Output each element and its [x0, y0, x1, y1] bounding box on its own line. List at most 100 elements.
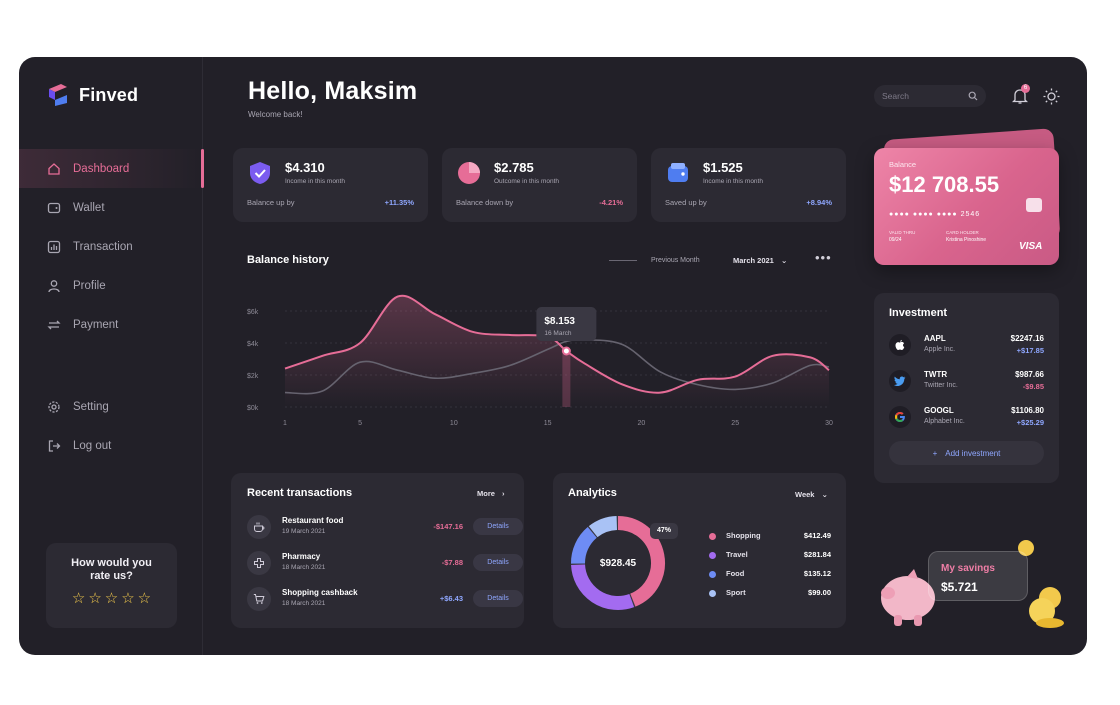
star-icon[interactable]: ☆ — [137, 590, 152, 607]
x-tick-label: 25 — [731, 420, 739, 427]
star-icon[interactable]: ☆ — [88, 590, 102, 607]
card-balance-amount: $12 708.55 — [889, 172, 1000, 197]
notification-button[interactable]: 6 — [1011, 84, 1030, 105]
star-icon[interactable]: ☆ — [104, 590, 119, 607]
details-button[interactable]: Details — [473, 518, 523, 535]
more-button[interactable]: More › — [477, 489, 505, 498]
search-icon[interactable] — [968, 91, 978, 101]
star-icon[interactable]: ☆ — [121, 590, 135, 607]
wallet-icon — [47, 202, 61, 213]
page-subtitle: Welcome back! — [248, 110, 303, 119]
sidebar-item-transaction[interactable]: Transaction — [19, 227, 203, 266]
transaction-row[interactable]: Shopping cashback 18 March 2021 +$6.43 D… — [247, 585, 523, 615]
outcome-stat-card[interactable]: $2.785 Outcome in this month Balance dow… — [442, 148, 637, 222]
more-label: More — [477, 489, 495, 498]
income-stat-card[interactable]: $4.310 Income in this month Balance up b… — [233, 148, 428, 222]
cart-icon — [247, 587, 271, 611]
donut-slice-sport[interactable] — [588, 516, 618, 538]
investment-row[interactable]: TWTR Twitter Inc. $987.66 -$9.85 — [889, 367, 1044, 397]
sidebar-item-payment[interactable]: Payment — [19, 305, 203, 344]
investment-ticker: AAPL — [924, 334, 946, 343]
theme-toggle-sun-icon[interactable] — [1043, 88, 1060, 105]
analytics-panel: Analytics Week ⌄ $928.45 47% Shopping $4… — [553, 473, 846, 628]
google-icon — [889, 406, 911, 428]
sidebar-item-label: Profile — [73, 279, 106, 292]
stat-value: $4.310 — [285, 160, 325, 175]
x-tick-label: 30 — [825, 420, 833, 427]
sidebar-item-logout[interactable]: Log out — [19, 426, 203, 465]
savings-label: My savings — [941, 563, 995, 574]
highlight-band — [562, 351, 571, 407]
investment-row[interactable]: GOOGL Alphabet Inc. $1106.80 +$25.29 — [889, 403, 1044, 433]
food-icon — [247, 515, 271, 539]
more-options-icon[interactable]: ••• — [815, 250, 832, 265]
highlight-point[interactable] — [561, 346, 571, 356]
donut-slice-food[interactable] — [571, 527, 598, 564]
transaction-amount: +$6.43 — [439, 594, 463, 603]
balance-card[interactable]: Balance $12 708.55 ●●●● ●●●● ●●●● 2546 V… — [874, 148, 1059, 265]
month-selector-label: March 2021 — [733, 256, 774, 265]
analytics-legend-row: Shopping $412.49 — [709, 530, 831, 544]
legend-line-icon — [609, 259, 637, 262]
card-chip-icon — [1026, 198, 1042, 212]
stat-label: Balance up by — [247, 198, 295, 207]
legend-dot — [709, 552, 716, 559]
stat-label: Saved up by — [665, 198, 707, 207]
search-input[interactable] — [882, 91, 960, 101]
profile-icon — [48, 279, 60, 292]
investment-ticker: GOOGL — [924, 406, 954, 415]
period-label: Week — [795, 490, 815, 499]
analytics-total: $928.45 — [599, 557, 637, 569]
finved-logo-icon — [49, 84, 67, 106]
stat-value: $2.785 — [494, 160, 534, 175]
investment-company: Apple Inc. — [924, 346, 956, 353]
recent-transactions-title: Recent transactions — [247, 487, 353, 499]
sidebar-item-label: Setting — [73, 400, 109, 413]
plus-icon: + — [932, 448, 938, 458]
y-tick-label: $2k — [247, 373, 259, 380]
chart-legend: Previous Month — [609, 257, 700, 264]
chart-title: Balance history — [247, 254, 329, 266]
investment-company: Alphabet Inc. — [924, 418, 965, 425]
transaction-row[interactable]: Restaurant food 19 March 2021 -$147.16 D… — [247, 513, 523, 543]
stat-subtitle: Income in this month — [285, 178, 345, 185]
stat-change: +11.35% — [384, 198, 414, 207]
details-button[interactable]: Details — [473, 554, 523, 571]
payment-icon — [47, 320, 61, 329]
x-tick-label: 5 — [358, 420, 362, 427]
investment-change: -$9.85 — [1022, 382, 1044, 391]
period-selector[interactable]: Week ⌄ — [795, 490, 828, 499]
transaction-row[interactable]: Pharmacy 18 March 2021 -$7.88 Details — [247, 549, 523, 579]
sidebar-item-profile[interactable]: Profile — [19, 266, 203, 305]
star-icon[interactable]: ☆ — [71, 590, 86, 607]
y-tick-label: $0k — [247, 405, 259, 412]
analytics-legend-row: Sport $99.00 — [709, 587, 831, 601]
investment-change: +$25.29 — [1016, 418, 1044, 427]
saved-stat-card[interactable]: $1.525 Income in this month Saved up by … — [651, 148, 846, 222]
category-value: $412.49 — [803, 531, 831, 540]
analytics-donut-chart — [571, 516, 665, 610]
stat-change: +8.94% — [806, 198, 832, 207]
investment-row[interactable]: AAPL Apple Inc. $2247.16 +$17.85 — [889, 331, 1044, 361]
chevron-right-icon: › — [502, 489, 505, 498]
card-valid-label: VALID THRU — [889, 230, 916, 235]
transaction-date: 18 March 2021 — [282, 600, 326, 607]
add-investment-button[interactable]: + Add investment — [889, 441, 1044, 465]
card-holder-label: CARD HOLDER — [946, 230, 979, 235]
savings-value: $5.721 — [941, 580, 978, 594]
logo[interactable]: Finved — [47, 83, 138, 107]
sidebar-item-setting[interactable]: Setting — [19, 387, 203, 426]
transaction-name: Restaurant food — [282, 516, 344, 525]
month-selector[interactable]: March 2021 ⌄ — [733, 256, 787, 265]
card-valid-value: 09/24 — [889, 237, 902, 243]
legend-dot — [709, 590, 716, 597]
donut-slice-shopping[interactable] — [617, 516, 665, 607]
transaction-name: Shopping cashback — [282, 588, 358, 597]
donut-slice-travel[interactable] — [571, 564, 635, 610]
savings-widget[interactable]: My savings $5.721 — [874, 527, 1074, 637]
rating-title: How would you rate us? — [71, 557, 152, 582]
tooltip-value: $8.153 — [544, 316, 575, 327]
sidebar-item-wallet[interactable]: Wallet — [19, 188, 203, 227]
sidebar-item-dashboard[interactable]: Dashboard — [19, 149, 204, 188]
details-button[interactable]: Details — [473, 590, 523, 607]
